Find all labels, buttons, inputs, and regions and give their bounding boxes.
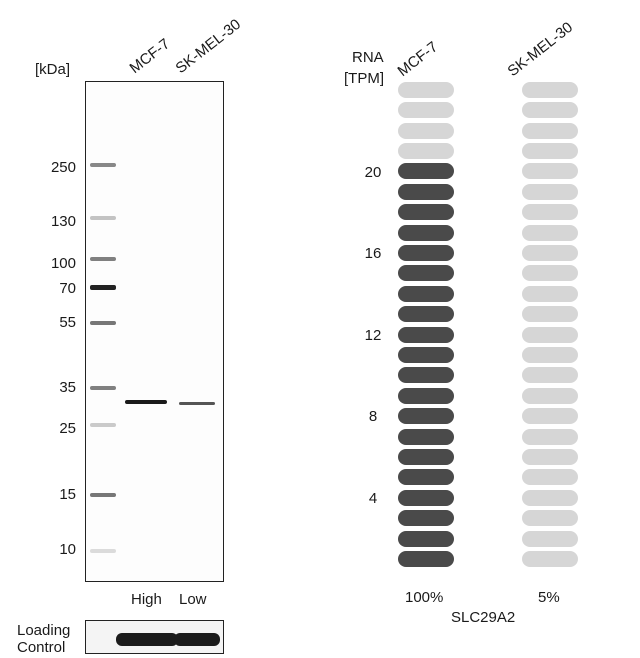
mw-marker-130: 130 xyxy=(50,213,76,230)
loading-control-band-skmel30 xyxy=(174,633,220,646)
rna-pill xyxy=(522,408,578,424)
mw-marker-250: 250 xyxy=(50,159,76,176)
rna-pill xyxy=(522,102,578,118)
mw-marker-55: 55 xyxy=(59,314,76,331)
rna-pill xyxy=(398,510,454,526)
rna-pill xyxy=(398,225,454,241)
rna-tick-16: 16 xyxy=(364,245,382,262)
rna-pill xyxy=(398,163,454,179)
rna-axis-label-line2: [TPM] xyxy=(344,70,384,87)
ladder-band-55 xyxy=(90,321,116,325)
ladder-band-70 xyxy=(90,285,116,290)
gene-name: SLC29A2 xyxy=(451,609,516,626)
lane-level-high: High xyxy=(131,591,162,608)
rna-pill xyxy=(398,551,454,567)
kda-unit-label: [kDa] xyxy=(35,61,71,78)
ladder-band-25 xyxy=(90,423,116,427)
rna-pill xyxy=(522,123,578,139)
rna-pill xyxy=(522,388,578,404)
rna-pill xyxy=(398,245,454,261)
rna-pill xyxy=(398,347,454,363)
rna-pill xyxy=(522,469,578,485)
lane-level-low: Low xyxy=(179,591,207,608)
rna-pill xyxy=(522,490,578,506)
rna-pill xyxy=(522,265,578,281)
ladder-band-250 xyxy=(90,163,116,167)
rna-pill xyxy=(522,204,578,220)
rna-pill xyxy=(522,531,578,547)
rna-pill xyxy=(522,347,578,363)
rna-pill xyxy=(522,286,578,302)
mw-marker-70: 70 xyxy=(59,280,76,297)
rna-percent-mcf7: 100% xyxy=(405,589,444,606)
loading-control-panel xyxy=(85,620,224,654)
loading-control-label-line2: Control xyxy=(17,639,66,656)
mw-marker-100: 100 xyxy=(50,255,76,272)
rna-tick-8: 8 xyxy=(368,408,378,425)
ladder-band-100 xyxy=(90,257,116,261)
mw-marker-25: 25 xyxy=(59,420,76,437)
rna-pill xyxy=(398,184,454,200)
rna-pill xyxy=(398,531,454,547)
rna-pill xyxy=(398,408,454,424)
ladder-band-35 xyxy=(90,386,116,390)
rna-pill xyxy=(398,388,454,404)
loading-control-label-line1: Loading xyxy=(17,622,71,639)
rna-cell-line-skmel30: SK-MEL-30 xyxy=(504,18,577,81)
rna-pill xyxy=(522,163,578,179)
rna-pill xyxy=(522,429,578,445)
mw-marker-10: 10 xyxy=(59,541,76,558)
rna-pill xyxy=(398,265,454,281)
rna-cell-line-mcf7: MCF-7 xyxy=(394,38,442,80)
ladder-band-10 xyxy=(90,549,116,553)
western-blot-panel xyxy=(85,81,224,582)
rna-pill xyxy=(398,143,454,159)
lane-label-skmel30: SK-MEL-30 xyxy=(172,15,245,78)
rna-pill xyxy=(522,143,578,159)
rna-pill xyxy=(398,429,454,445)
rna-pill xyxy=(398,306,454,322)
mw-marker-35: 35 xyxy=(59,379,76,396)
rna-pill xyxy=(522,245,578,261)
rna-pill xyxy=(398,449,454,465)
rna-tick-4: 4 xyxy=(368,490,378,507)
ladder-band-130 xyxy=(90,216,116,220)
rna-pill xyxy=(522,306,578,322)
ladder-band-15 xyxy=(90,493,116,497)
lane-label-mcf7: MCF-7 xyxy=(126,35,174,77)
loading-control-band-mcf7 xyxy=(116,633,178,646)
rna-pill xyxy=(522,327,578,343)
rna-percent-skmel30: 5% xyxy=(538,589,560,606)
mw-marker-15: 15 xyxy=(59,486,76,503)
rna-pill xyxy=(398,490,454,506)
rna-pill xyxy=(398,82,454,98)
rna-axis-label-line1: RNA xyxy=(352,49,384,66)
rna-pill xyxy=(398,327,454,343)
rna-pill xyxy=(398,286,454,302)
rna-pill xyxy=(522,449,578,465)
rna-pill xyxy=(398,102,454,118)
rna-pill xyxy=(398,367,454,383)
sample-band-skmel30 xyxy=(179,402,215,405)
rna-pill xyxy=(522,82,578,98)
rna-pill xyxy=(398,204,454,220)
rna-pill xyxy=(522,225,578,241)
rna-pill xyxy=(522,510,578,526)
sample-band-mcf7 xyxy=(125,400,167,404)
rna-pill xyxy=(522,367,578,383)
rna-pill xyxy=(398,469,454,485)
rna-tick-20: 20 xyxy=(364,164,382,181)
rna-pill xyxy=(398,123,454,139)
rna-pill xyxy=(522,551,578,567)
rna-tick-12: 12 xyxy=(364,327,382,344)
rna-pill xyxy=(522,184,578,200)
